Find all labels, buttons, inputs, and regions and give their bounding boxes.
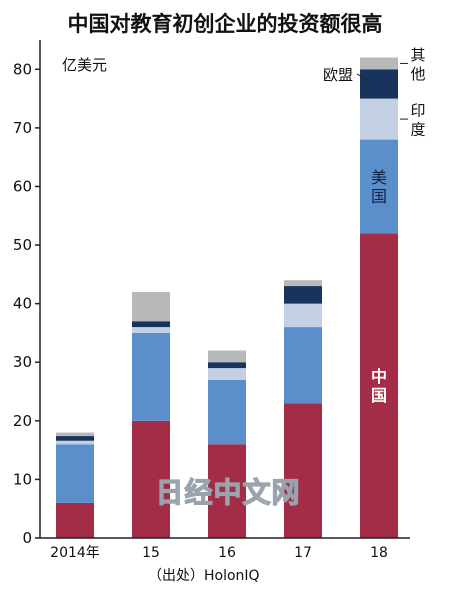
y-axis: 0 10 20 30 40 50 60 70 80 [13, 40, 41, 547]
series-label-inside: 中 [371, 367, 387, 386]
x-tick-label: 16 [218, 545, 236, 561]
bar-segment [284, 303, 322, 328]
bar-segment [132, 420, 170, 538]
bar-segment [56, 436, 94, 441]
bar-segment [208, 368, 246, 380]
series-label: 印 [410, 102, 425, 120]
series-label: 欧盟 [323, 66, 353, 84]
bar-segment [360, 139, 398, 234]
bar-segment [132, 332, 170, 421]
bar-segment [208, 444, 246, 538]
bars [56, 57, 398, 538]
bar-segment [360, 98, 398, 140]
x-tick-label: 18 [370, 545, 388, 561]
y-tick-label: 70 [13, 119, 32, 137]
series-label-inside: 国 [371, 187, 387, 206]
y-tick-label: 40 [13, 295, 32, 313]
y-tick-label: 10 [13, 470, 32, 488]
series-label: 度 [410, 121, 425, 139]
series-label: 其 [410, 46, 425, 64]
bar-segment [208, 362, 246, 369]
bar-segment [132, 327, 170, 333]
bar-segment [132, 291, 170, 322]
bar-segment [360, 233, 398, 538]
series-label: 他 [410, 65, 425, 83]
series-label-inside: 国 [371, 386, 387, 405]
series-label-inside: 美 [371, 168, 387, 187]
bar-segment [284, 403, 322, 538]
bar-segment [208, 379, 246, 445]
bar-segment [56, 440, 94, 445]
y-tick-label: 80 [13, 60, 32, 78]
x-tick-label: 17 [294, 545, 312, 561]
leader-line [356, 73, 368, 81]
unit-label: 亿美元 [62, 56, 107, 74]
y-tick-label: 30 [13, 353, 32, 371]
source-note: （出处）HolonIQ [148, 568, 260, 584]
bar-segment [208, 350, 246, 363]
x-tick-label: 15 [142, 545, 160, 561]
bar-segment [56, 502, 94, 538]
bar-segment [284, 280, 322, 287]
bar-segment [360, 69, 398, 99]
y-tick-label: 20 [13, 412, 32, 430]
chart-title: 中国对教育初创企业的投资额很高 [68, 12, 383, 36]
y-tick-label: 0 [22, 529, 32, 547]
bar-segment [284, 286, 322, 304]
bar-segment [56, 432, 94, 437]
bar-segment [284, 327, 322, 404]
bar-segment [360, 57, 398, 70]
bar-segment [56, 444, 94, 503]
y-tick-label: 50 [13, 236, 32, 254]
x-tick-label: 2014年 [50, 545, 100, 561]
bar-segment [132, 321, 170, 328]
y-tick-label: 60 [13, 177, 32, 195]
x-axis: 2014年 15 16 17 18 [40, 537, 410, 561]
watermark: 日经中文网 [155, 476, 300, 509]
